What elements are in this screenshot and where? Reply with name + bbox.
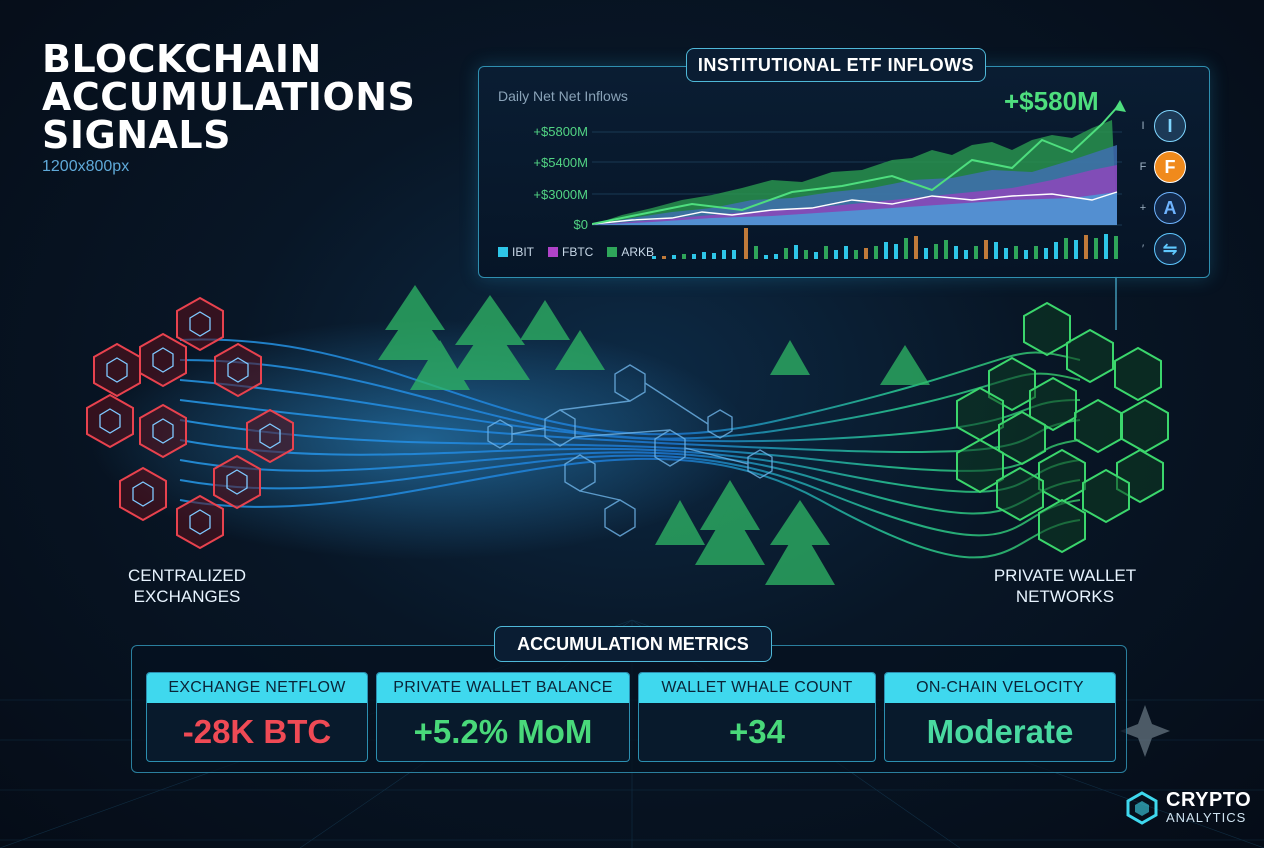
trend-arrow (1114, 100, 1126, 112)
etf-total-value: +$580M (1004, 86, 1099, 116)
etf-panel-subtitle: Daily Net Net Inflows (498, 88, 628, 104)
ark-icon: A (1154, 192, 1186, 224)
ishares-icon: I (1154, 110, 1186, 142)
y-axis-label: +$3000M (533, 187, 588, 202)
ibit-line (592, 191, 1118, 225)
etf-area-chart (592, 100, 1126, 259)
provider-row: + A (1138, 192, 1186, 224)
metric-card-on-chain-velocity: ON-CHAIN VELOCITY Moderate (884, 672, 1116, 762)
crypto-analytics-logo: CRYPTO ANALYTICS (1126, 790, 1251, 825)
provider-icon-list: I I F F + A ′ ⇋ (1138, 110, 1186, 265)
metrics-panel-title: ACCUMULATION METRICS (494, 626, 772, 662)
ibit-area (592, 192, 1117, 225)
metric-label: EXCHANGE NETFLOW (147, 673, 367, 703)
centralized-exchanges-label: CENTRALIZED EXCHANGES (127, 566, 247, 606)
hexagon-logo-icon (1126, 790, 1158, 825)
metric-value: Moderate (926, 713, 1074, 750)
page-title-line1: BLOCKCHAIN (42, 37, 322, 81)
y-axis-label: +$5400M (533, 155, 588, 170)
metric-card-private-wallet-balance: PRIVATE WALLET BALANCE +5.2% MoM (376, 672, 630, 762)
etf-panel-title: INSTITUTIONAL ETF INFLOWS (686, 48, 986, 82)
y-axis-label: +$5800M (533, 124, 588, 139)
y-axis-label: $0 (573, 217, 588, 232)
trend-line (592, 103, 1121, 225)
metric-value: +34 (729, 713, 785, 750)
legend-item-ibit: IBIT (498, 245, 534, 259)
exchange-icon: ⇋ (1154, 233, 1186, 265)
metric-label: WALLET WHALE COUNT (639, 673, 875, 703)
etf-legend: IBIT FBTC ARKB (498, 245, 654, 259)
provider-row: F F (1138, 151, 1186, 183)
private-wallet-networks-label: PRIVATE WALLET NETWORKS (993, 566, 1137, 606)
metric-value: -28K BTC (182, 713, 332, 750)
page-title-block: BLOCKCHAIN ACCUMULATIONS SIGNALS 1200x80… (42, 40, 415, 176)
logo-line1: CRYPTO (1166, 789, 1252, 811)
provider-row: ′ ⇋ (1138, 233, 1186, 265)
legend-item-arkb: ARKB (607, 245, 654, 259)
metric-label: ON-CHAIN VELOCITY (885, 673, 1115, 703)
page-subtitle: 1200x800px (42, 158, 130, 175)
metric-card-exchange-netflow: EXCHANGE NETFLOW -28K BTC (146, 672, 368, 762)
metric-value: +5.2% MoM (413, 713, 593, 750)
provider-row: I I (1138, 110, 1186, 142)
metric-card-wallet-whale-count: WALLET WHALE COUNT +34 (638, 672, 876, 762)
page-title-line2: ACCUMULATIONS (42, 75, 416, 119)
metric-label: PRIVATE WALLET BALANCE (377, 673, 629, 703)
legend-item-fbtc: FBTC (548, 245, 593, 259)
fidelity-icon: F (1154, 151, 1186, 183)
logo-line2: ANALYTICS (1166, 810, 1247, 825)
page-title-line3: SIGNALS (42, 113, 231, 157)
daily-bars (652, 228, 1118, 259)
